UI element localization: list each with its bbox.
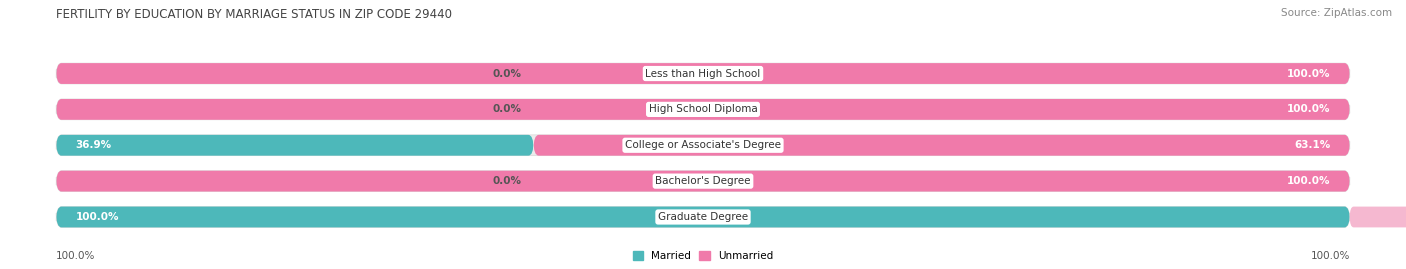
Text: 100.0%: 100.0%	[76, 212, 120, 222]
Text: 100.0%: 100.0%	[1286, 176, 1330, 186]
Text: Less than High School: Less than High School	[645, 69, 761, 79]
Text: 100.0%: 100.0%	[1310, 251, 1350, 261]
Text: High School Diploma: High School Diploma	[648, 104, 758, 114]
FancyBboxPatch shape	[56, 207, 1350, 227]
Text: Source: ZipAtlas.com: Source: ZipAtlas.com	[1281, 8, 1392, 18]
FancyBboxPatch shape	[56, 171, 1350, 192]
FancyBboxPatch shape	[56, 135, 1350, 156]
FancyBboxPatch shape	[56, 99, 1350, 120]
FancyBboxPatch shape	[56, 63, 1350, 84]
Text: College or Associate's Degree: College or Associate's Degree	[626, 140, 780, 150]
FancyBboxPatch shape	[56, 171, 1350, 192]
FancyBboxPatch shape	[1350, 207, 1406, 227]
Text: 36.9%: 36.9%	[76, 140, 111, 150]
FancyBboxPatch shape	[56, 207, 1350, 227]
Text: 100.0%: 100.0%	[1286, 69, 1330, 79]
FancyBboxPatch shape	[533, 135, 1350, 156]
FancyBboxPatch shape	[56, 99, 1350, 120]
Text: 100.0%: 100.0%	[56, 251, 96, 261]
Text: 100.0%: 100.0%	[1286, 104, 1330, 114]
FancyBboxPatch shape	[56, 63, 1350, 84]
Text: 0.0%: 0.0%	[494, 104, 522, 114]
FancyBboxPatch shape	[56, 135, 533, 156]
Text: 63.1%: 63.1%	[1294, 140, 1330, 150]
Text: Graduate Degree: Graduate Degree	[658, 212, 748, 222]
Text: FERTILITY BY EDUCATION BY MARRIAGE STATUS IN ZIP CODE 29440: FERTILITY BY EDUCATION BY MARRIAGE STATU…	[56, 8, 453, 21]
Text: 0.0%: 0.0%	[494, 69, 522, 79]
Legend: Married, Unmarried: Married, Unmarried	[633, 251, 773, 261]
Text: Bachelor's Degree: Bachelor's Degree	[655, 176, 751, 186]
Text: 0.0%: 0.0%	[494, 176, 522, 186]
